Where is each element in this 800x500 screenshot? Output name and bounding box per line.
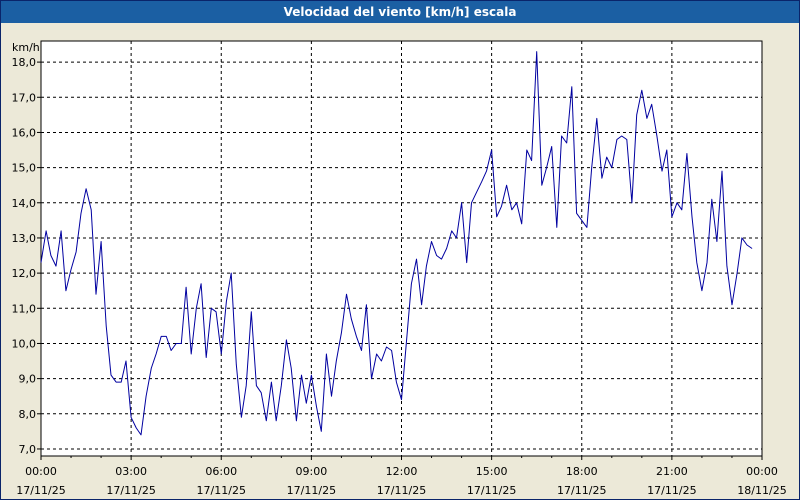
y-tick-label: 13,0: [12, 232, 37, 245]
y-tick-label: 11,0: [12, 302, 37, 315]
x-tick-time: 18:00: [566, 465, 598, 478]
y-tick-label: 9,0: [19, 373, 37, 386]
series-group: [40, 51, 753, 436]
y-tick-label: 18,0: [12, 56, 37, 69]
wind-speed-series-line: [40, 51, 753, 436]
y-tick-label: 14,0: [12, 197, 37, 210]
chart-title: Velocidad del viento [km/h] escala: [1, 1, 799, 23]
x-tick-time: 00:00: [25, 465, 57, 478]
x-tick-time: 03:00: [115, 465, 147, 478]
grid-lines: [41, 41, 762, 456]
x-tick-date: 17/11/25: [647, 484, 696, 497]
x-tick-date: 17/11/25: [106, 484, 155, 497]
x-tick-time: 00:00: [746, 465, 778, 478]
x-tick-date: 17/11/25: [16, 484, 65, 497]
y-tick-label: 12,0: [12, 267, 37, 280]
y-axis-ticks: 7,0 8,0 9,0 10,0 11,0 12,0 13,0 14,0 15,0 16,0 17,…: [12, 56, 41, 456]
x-tick-time: 21:00: [656, 465, 688, 478]
y-tick-label: 16,0: [12, 126, 37, 139]
x-tick-date: 17/11/25: [557, 484, 606, 497]
y-tick-label: 10,0: [12, 337, 37, 350]
x-axis-ticks: 00:00 17/11/25 03:00 17/11/25 06:00 17/11/25 0…: [16, 456, 787, 497]
x-tick-time: 15:00: [476, 465, 508, 478]
x-tick-date: 17/11/25: [197, 484, 246, 497]
x-tick-date: 17/11/25: [287, 484, 336, 497]
y-tick-label: 15,0: [12, 162, 37, 175]
x-tick-date: 18/11/25: [737, 484, 786, 497]
y-tick-label: 7,0: [19, 443, 37, 456]
y-axis-label: km/h: [12, 41, 40, 54]
y-tick-label: 8,0: [19, 408, 37, 421]
y-tick-label: 17,0: [12, 91, 37, 104]
x-tick-time: 09:00: [296, 465, 328, 478]
x-tick-time: 12:00: [386, 465, 418, 478]
plot-area: [40, 40, 763, 457]
wind-speed-chart: km/h 7,0 8,0 9,0 10,0 11,0 12,0 13,0 14,0 15,0 16…: [12, 40, 787, 497]
x-tick-time: 06:00: [205, 465, 237, 478]
x-tick-date: 17/11/25: [377, 484, 426, 497]
x-tick-date: 17/11/25: [467, 484, 516, 497]
